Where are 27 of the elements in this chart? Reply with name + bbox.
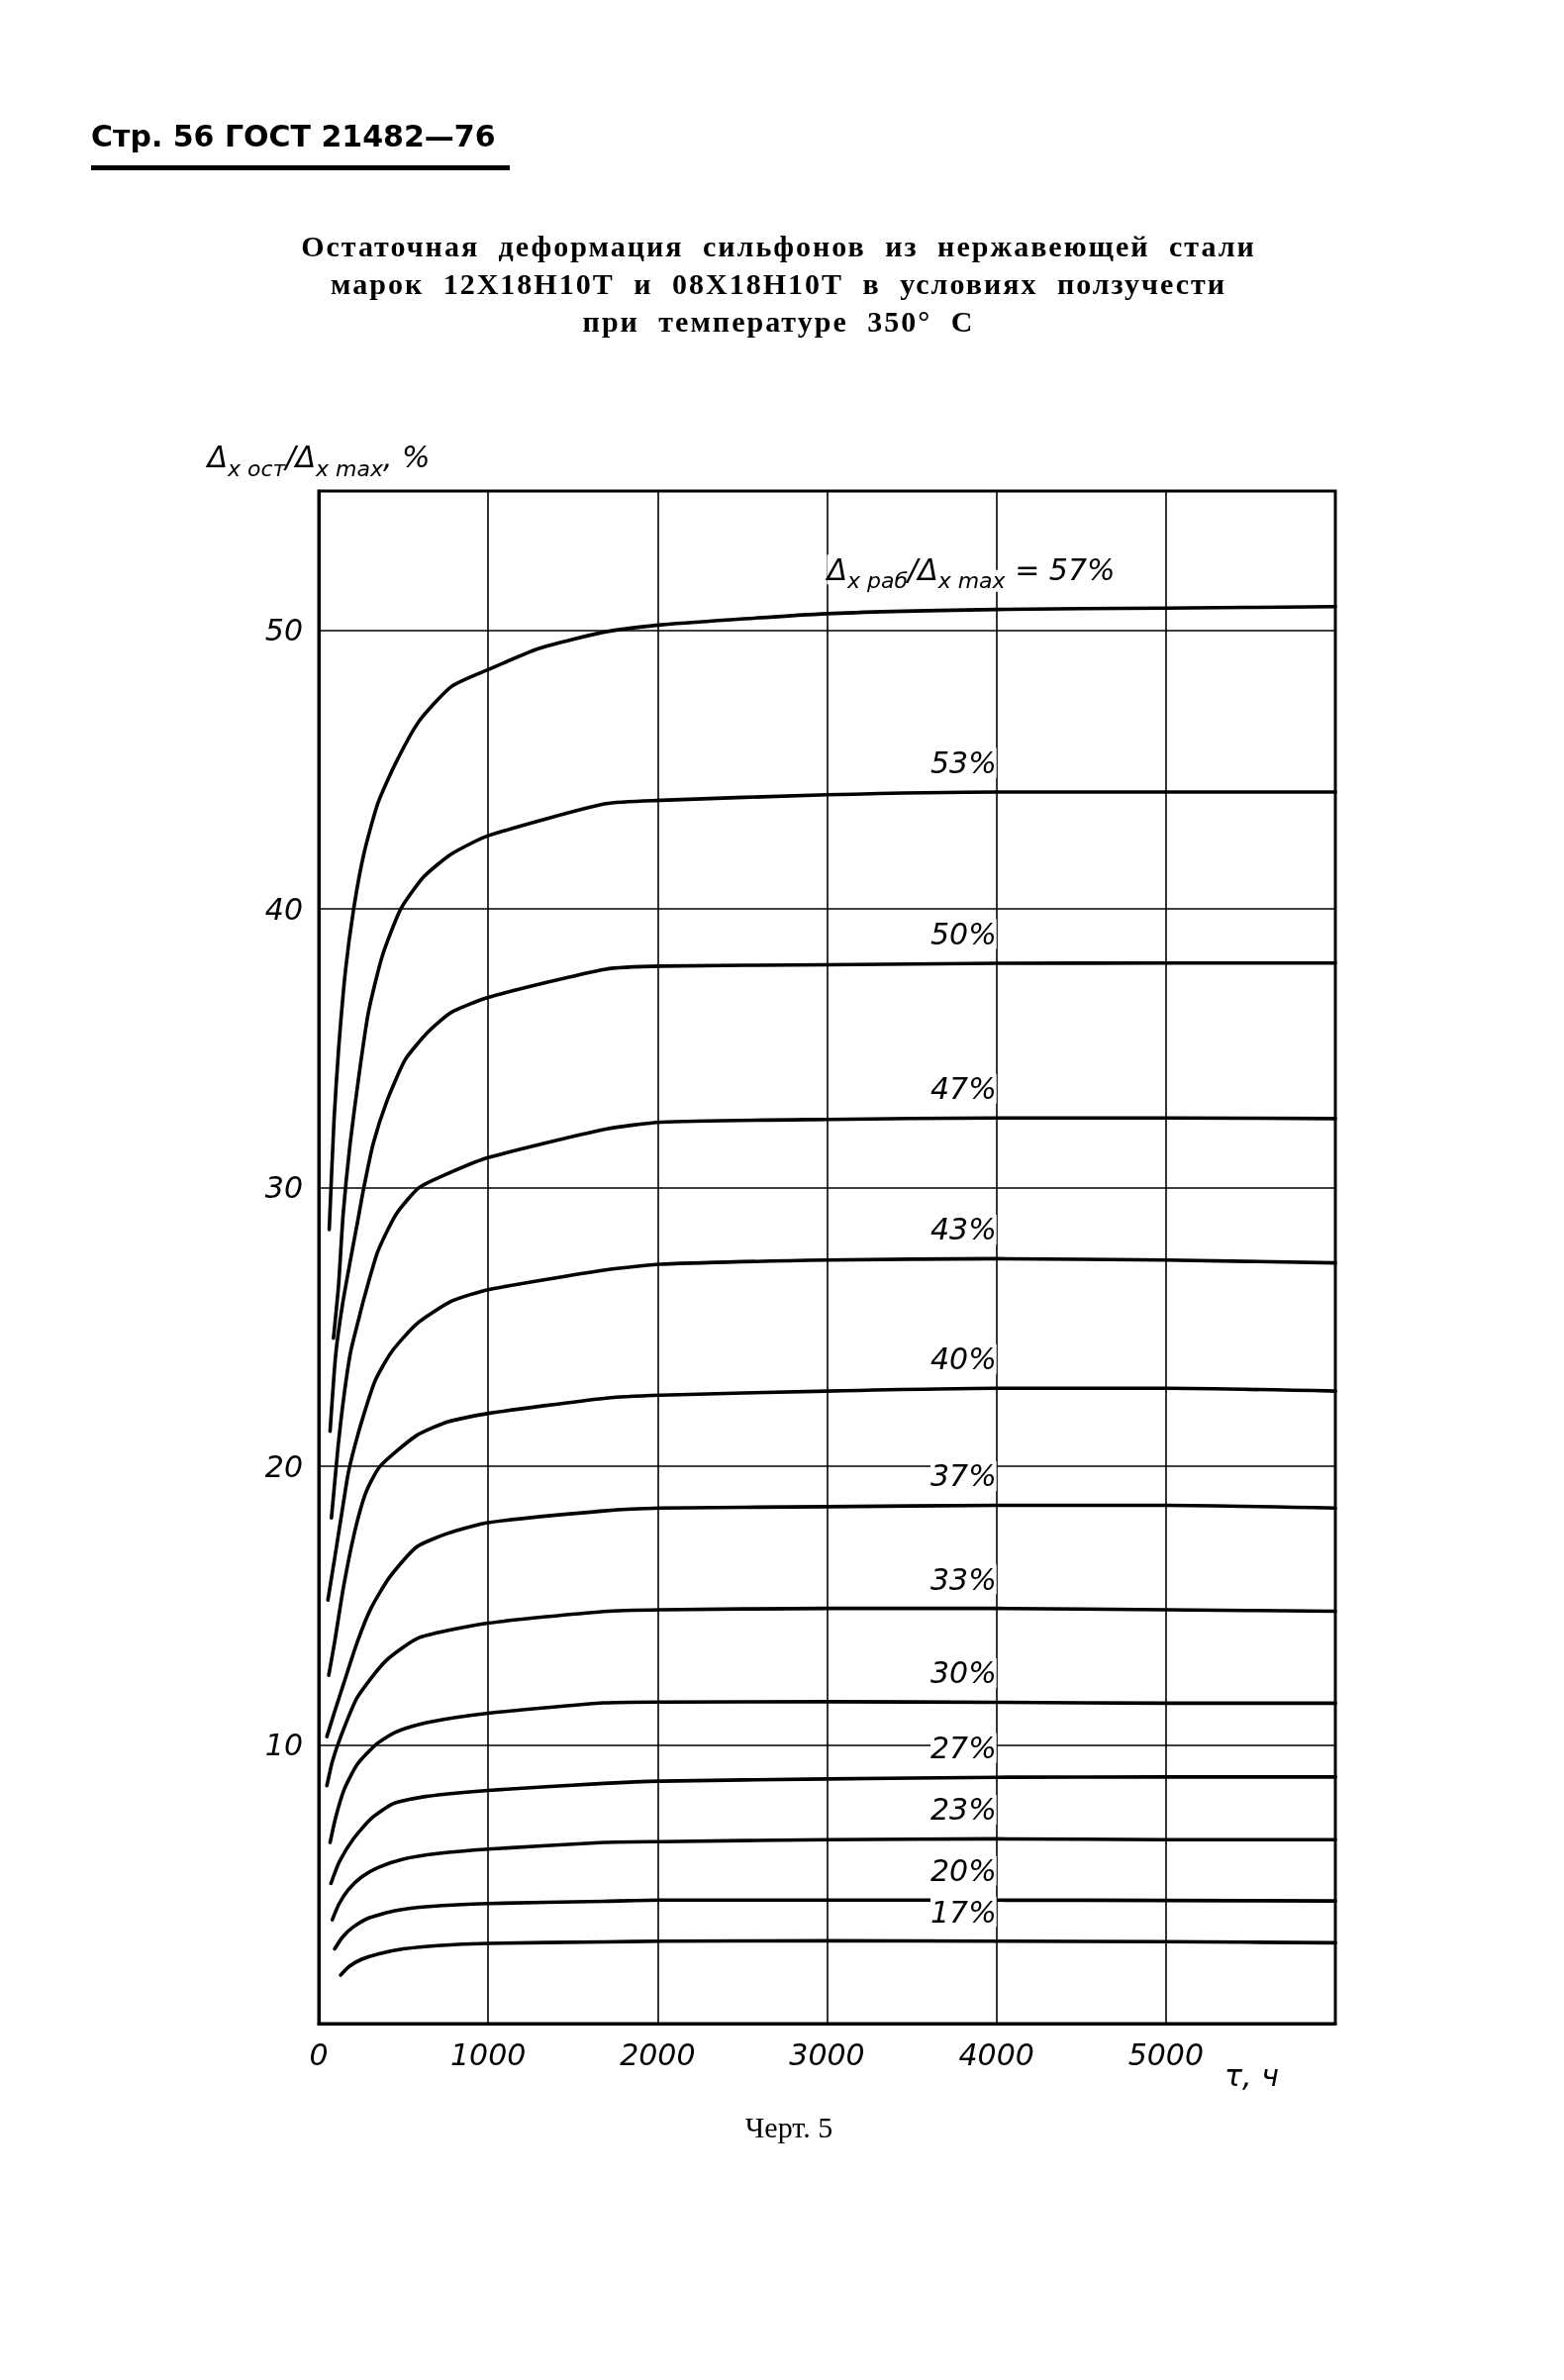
text: Черт. 5 bbox=[744, 2111, 833, 2144]
text: Стр. 56 ГОСТ 21482—76 bbox=[91, 119, 510, 170]
x-axis-title: τ, ч bbox=[1224, 2058, 1279, 2093]
y-tick-label: 30 bbox=[264, 1170, 303, 1206]
series-label: 37% bbox=[929, 1458, 997, 1494]
y-tick-label: 40 bbox=[264, 891, 303, 927]
series-label: 50% bbox=[929, 917, 997, 952]
x-tick-label: 0 bbox=[309, 2036, 329, 2072]
x-tick-label: 1000 bbox=[449, 2036, 527, 2072]
x-tick-label: 4000 bbox=[958, 2036, 1034, 2072]
x-tick-label: 3000 bbox=[789, 2036, 865, 2072]
series-label: 17% bbox=[929, 1894, 997, 1930]
chart-title: Остаточная деформация сильфонов из нержавеющей стали марок 12Х18Н10Т и 08Х18Н10Т в условиях ползучести при температуре 350° С bbox=[300, 229, 1257, 340]
series-label: 47% bbox=[929, 1071, 997, 1107]
series-label: 43% bbox=[929, 1212, 997, 1247]
series-label: 33% bbox=[929, 1561, 997, 1597]
series-label: 30% bbox=[929, 1655, 997, 1691]
y-tick-label: 10 bbox=[264, 1728, 303, 1763]
series-label: 23% bbox=[929, 1792, 997, 1828]
series-label: 20% bbox=[929, 1853, 997, 1889]
y-tick-label: 50 bbox=[264, 613, 303, 648]
series-label: 53% bbox=[929, 744, 997, 780]
y-tick-label: 20 bbox=[264, 1448, 303, 1484]
x-tick-label: 2000 bbox=[620, 2036, 696, 2072]
series-label: 40% bbox=[929, 1341, 997, 1377]
series-label: 27% bbox=[929, 1731, 997, 1766]
x-tick-label: 5000 bbox=[1127, 2036, 1205, 2072]
